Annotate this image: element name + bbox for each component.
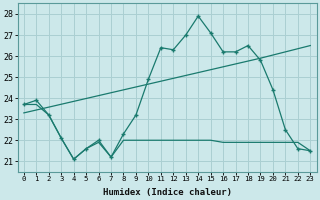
X-axis label: Humidex (Indice chaleur): Humidex (Indice chaleur): [103, 188, 232, 197]
